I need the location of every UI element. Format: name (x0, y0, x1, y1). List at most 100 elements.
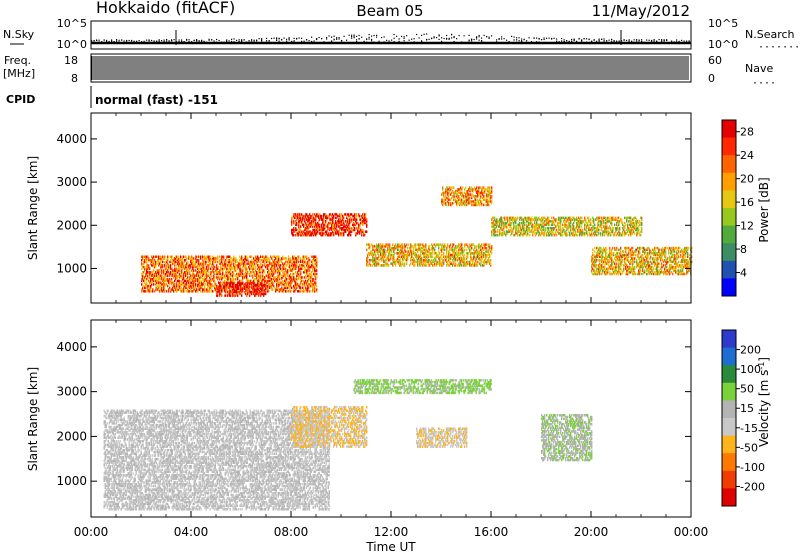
heat-cell (328, 233, 330, 237)
heat-cell (196, 277, 198, 281)
heat-cell (203, 255, 205, 258)
heat-cell (207, 290, 209, 293)
heat-cell (168, 288, 170, 291)
heat-cell (299, 283, 301, 286)
heat-cell (323, 228, 325, 232)
power-heatmap (141, 186, 693, 297)
heat-cell (209, 274, 211, 277)
heat-cell (270, 274, 272, 277)
heat-cell (234, 262, 236, 265)
heat-cell (452, 250, 454, 253)
heat-cell (296, 258, 298, 262)
heat-cell (252, 269, 254, 272)
heat-cell (294, 277, 296, 281)
heat-cell (163, 277, 165, 281)
heat-cell (438, 262, 440, 265)
heat-cell (271, 257, 273, 260)
heat-cell (155, 255, 157, 258)
heat-cell (201, 274, 203, 277)
heat-cell (154, 258, 156, 262)
heat-cell (477, 260, 479, 264)
noise-point (356, 35, 358, 38)
heat-cell (197, 262, 199, 265)
heat-cell (315, 221, 317, 225)
heat-cell (241, 294, 243, 297)
heat-cell (376, 257, 378, 260)
heat-cell (404, 264, 406, 267)
heat-cell (396, 252, 398, 255)
freq-nave-series (91, 56, 689, 80)
heat-cell (235, 285, 237, 289)
heat-cell (419, 264, 421, 267)
heat-cell (431, 252, 433, 255)
heat-cell (321, 218, 323, 221)
heat-cell (323, 220, 325, 223)
heat-cell (319, 232, 321, 235)
heat-cell (322, 227, 324, 230)
heat-cell (246, 285, 248, 289)
heat-cell (414, 260, 416, 264)
noise-point (241, 40, 243, 43)
heat-cell (161, 277, 163, 281)
heat-cell (298, 277, 300, 281)
heat-cell (427, 250, 429, 253)
heat-cell (217, 285, 219, 289)
heat-cell (305, 281, 307, 284)
heat-cell (326, 225, 328, 228)
heat-cell (310, 281, 312, 284)
heat-cell (192, 271, 194, 274)
heat-cell (447, 260, 449, 264)
heat-cell (420, 260, 422, 264)
heat-cell (450, 248, 452, 252)
freq-left-tick-top: 18 (64, 54, 78, 67)
heat-cell (281, 286, 283, 290)
heat-cell (449, 260, 451, 264)
heat-cell (258, 283, 260, 286)
heat-cell (166, 277, 168, 281)
heat-cell (238, 272, 240, 276)
heat-cell (246, 284, 248, 287)
noise-point (676, 39, 678, 41)
noise-point (413, 38, 415, 40)
heat-cell (201, 264, 203, 267)
heat-cell (336, 225, 338, 228)
heat-cell (428, 258, 430, 262)
heat-cell (292, 272, 294, 276)
heat-cell (302, 232, 304, 235)
heat-cell (412, 258, 414, 262)
heat-cell (236, 287, 238, 290)
heat-cell (223, 255, 225, 258)
heat-cell (335, 220, 337, 223)
heat-cell (146, 284, 148, 288)
heat-cell (311, 276, 313, 279)
heat-cell (207, 264, 209, 267)
heat-cell (425, 246, 427, 250)
heat-cell (287, 281, 289, 284)
noise-point (556, 40, 558, 42)
heat-cell (170, 255, 172, 258)
heat-cell (231, 281, 233, 284)
heat-cell (149, 286, 151, 290)
heat-cell (393, 257, 395, 260)
noise-point (261, 39, 263, 41)
heat-cell (448, 264, 450, 267)
heat-cell (233, 282, 235, 285)
heat-cell (221, 274, 223, 277)
heat-cell (295, 214, 297, 218)
nave-legend: ···· (752, 78, 776, 89)
heat-cell (405, 250, 407, 253)
heat-cell (219, 272, 221, 276)
heat-cell (307, 272, 309, 276)
noise-point (336, 38, 338, 40)
heat-cell (170, 290, 172, 293)
heat-cell (160, 277, 162, 281)
noise-point (506, 39, 508, 41)
heat-cell (196, 265, 198, 269)
freq-label: Freq. (4, 54, 31, 67)
heat-cell (185, 267, 187, 271)
heat-cell (312, 262, 314, 265)
heat-cell (152, 279, 154, 283)
noise-point (376, 34, 378, 36)
heat-cell (295, 223, 297, 227)
heat-cell (176, 276, 178, 279)
